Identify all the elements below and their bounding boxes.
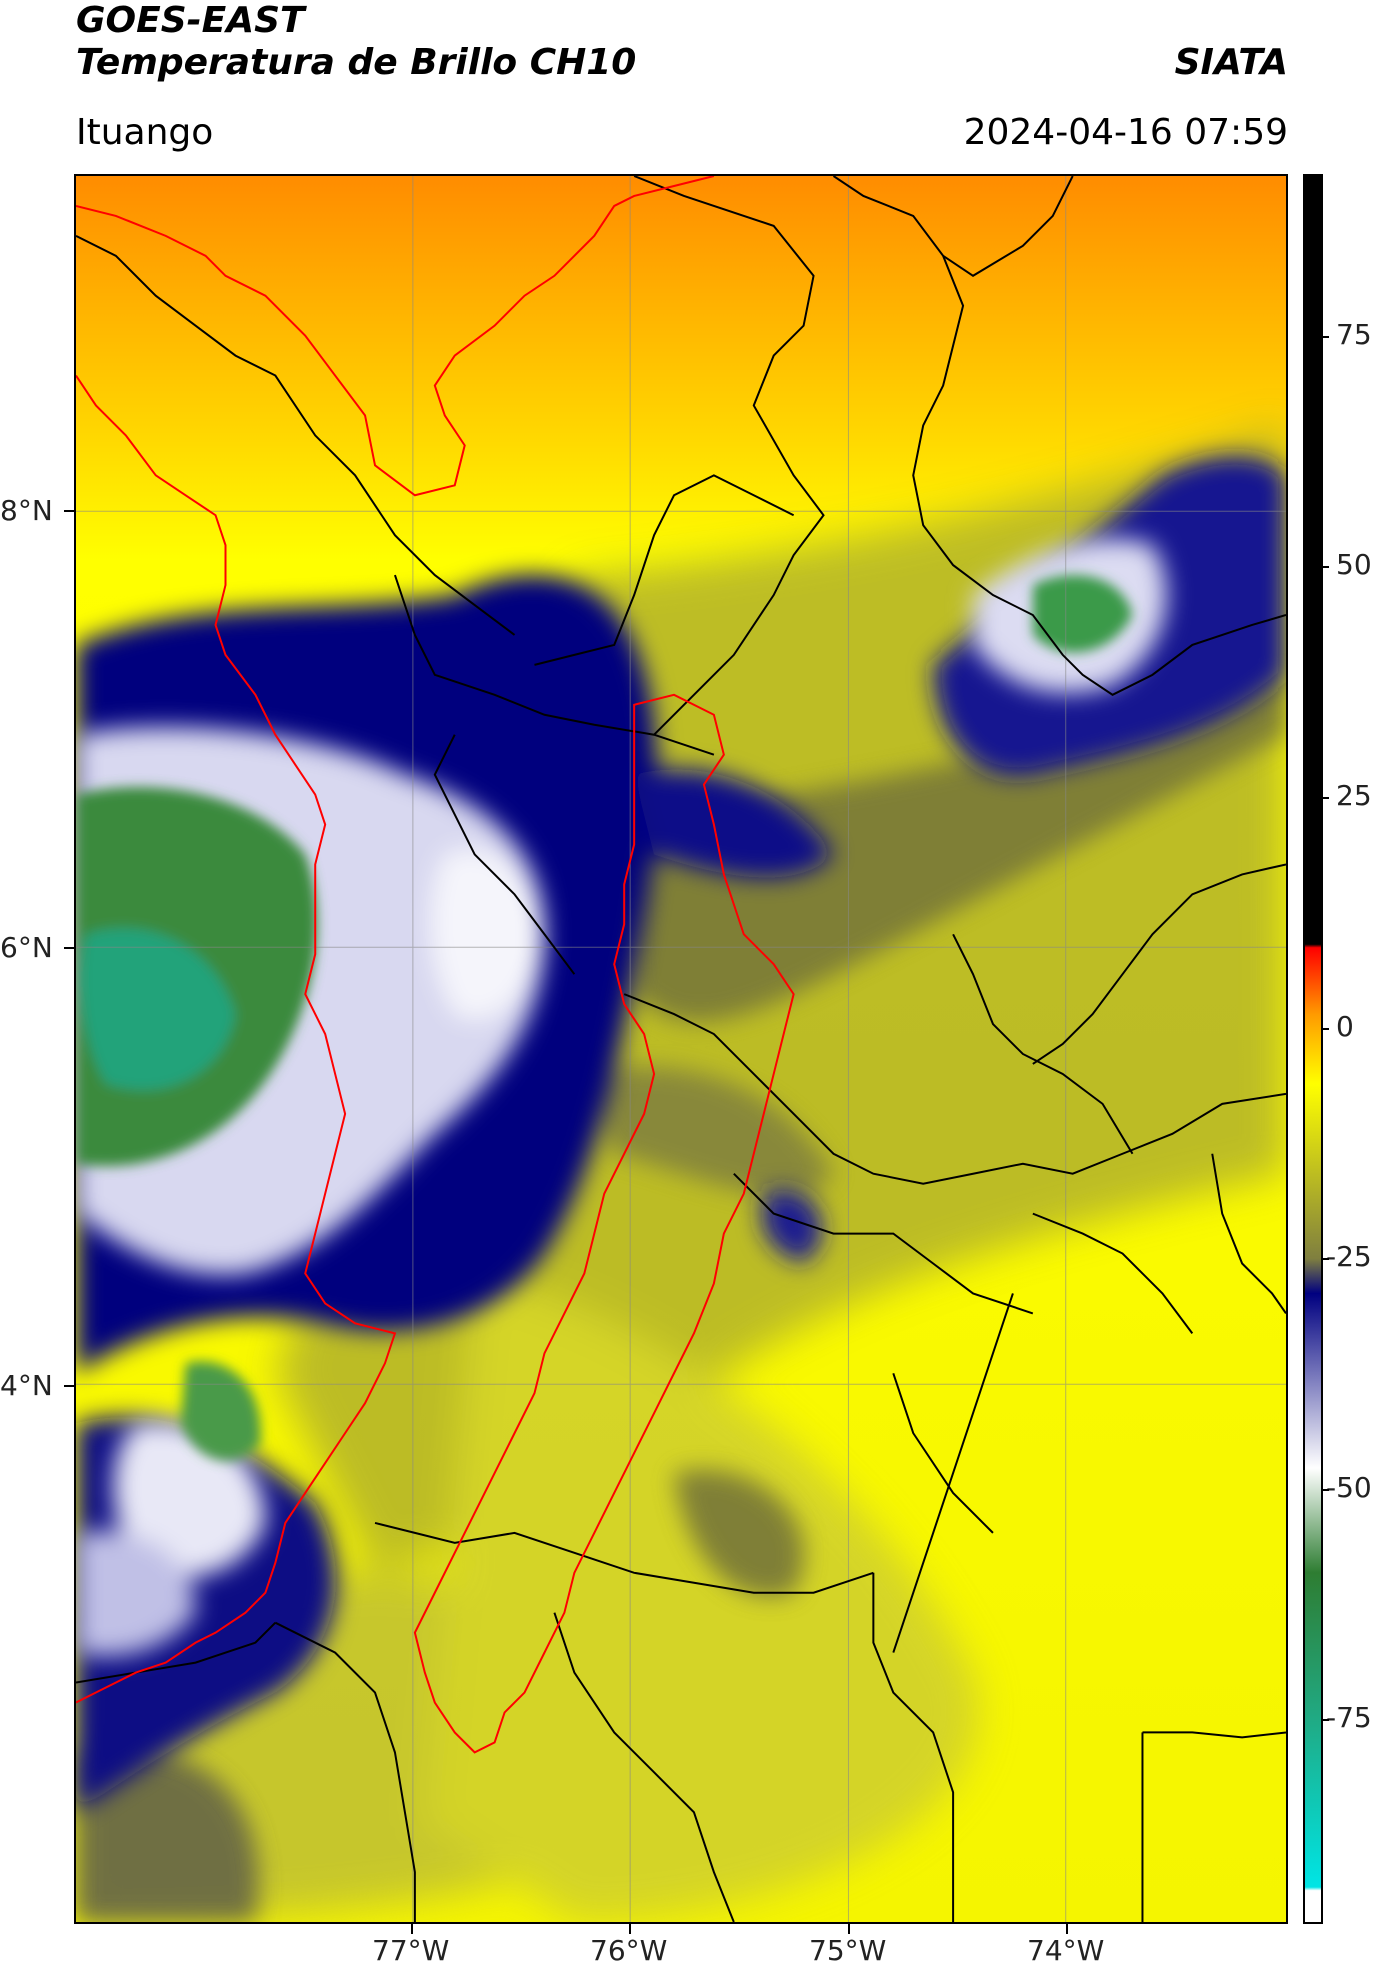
- satellite-map[interactable]: [74, 174, 1288, 1924]
- cbar-label-minus50: -50: [1326, 1471, 1372, 1504]
- colorbar: [1303, 174, 1323, 1924]
- lon-tick-75w: [848, 1924, 850, 1934]
- region-label: Ituango: [76, 112, 214, 153]
- red-boundaries: [76, 176, 795, 1754]
- product-title: Temperatura de Brillo CH10: [76, 42, 637, 83]
- cbar-tick-minus50: [1321, 1489, 1329, 1491]
- cbar-label-0: 0: [1336, 1010, 1354, 1043]
- org-label: SIATA: [1174, 42, 1288, 83]
- lat-tick-4n: [64, 1385, 74, 1387]
- lon-tick-77w: [411, 1924, 413, 1934]
- lat-label-6n: 6°N: [0, 931, 53, 964]
- satellite-title: GOES-EAST: [76, 0, 305, 41]
- gridlines: [76, 176, 1286, 1922]
- lon-label-75w: 75°W: [809, 1934, 887, 1967]
- cbar-tick-minus75: [1321, 1719, 1329, 1721]
- dark-olive-clouds: [76, 674, 1286, 1922]
- cbar-label-minus25: -25: [1326, 1240, 1372, 1273]
- cbar-label-25: 25: [1336, 779, 1372, 812]
- lat-tick-6n: [64, 947, 74, 949]
- satellite-image: [76, 176, 1286, 1922]
- cbar-label-minus75: -75: [1326, 1701, 1372, 1734]
- lon-label-77w: 77°W: [372, 1934, 450, 1967]
- lat-label-4n: 4°N: [0, 1369, 53, 1402]
- cbar-tick-75: [1321, 336, 1329, 338]
- lon-tick-76w: [629, 1924, 631, 1934]
- cbar-tick-0: [1321, 1028, 1329, 1030]
- very-cold-tops: [76, 575, 1133, 1461]
- cbar-tick-minus25: [1321, 1258, 1329, 1260]
- lon-label-76w: 76°W: [590, 1934, 668, 1967]
- lat-label-8n: 8°N: [0, 494, 53, 527]
- cbar-tick-25: [1321, 797, 1329, 799]
- cbar-label-50: 50: [1336, 548, 1372, 581]
- lon-label-74w: 74°W: [1027, 1934, 1105, 1967]
- admin-boundaries: [76, 176, 1286, 1922]
- lon-tick-74w: [1066, 1924, 1068, 1934]
- cbar-tick-50: [1321, 566, 1329, 568]
- cbar-label-75: 75: [1336, 318, 1372, 351]
- lat-tick-8n: [64, 510, 74, 512]
- timestamp-label: 2024-04-16 07:59: [963, 112, 1288, 153]
